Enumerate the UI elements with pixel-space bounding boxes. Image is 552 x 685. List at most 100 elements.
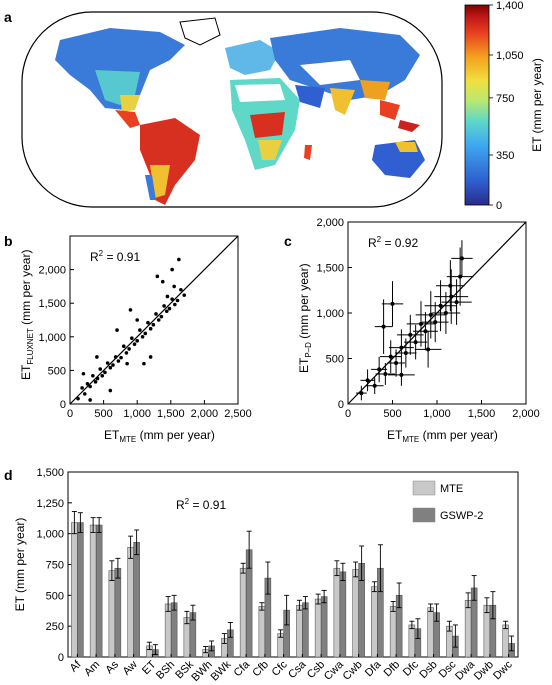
y-tick-label: 750 (46, 560, 64, 572)
x-tick-label: 500 (383, 408, 401, 420)
data-point (381, 324, 386, 329)
data-point (170, 267, 174, 272)
data-point (383, 371, 388, 376)
bar (95, 524, 103, 658)
category-label: Csa (286, 658, 309, 681)
x-tick-label: 1,000 (423, 408, 451, 420)
x-tick-label: 2,000 (191, 408, 219, 420)
data-point (98, 367, 103, 371)
data-point (164, 309, 169, 314)
bar (170, 602, 178, 658)
y-tick-label: 1,500 (36, 467, 64, 479)
bar (296, 604, 303, 658)
data-point (154, 312, 158, 316)
data-point (408, 332, 413, 337)
category-label: As (103, 658, 121, 676)
y-tick-label: 2,000 (38, 265, 66, 277)
bar (371, 586, 378, 658)
x-tick-label: 1,500 (468, 408, 496, 420)
data-point (160, 279, 165, 284)
category-label: Cfb (250, 659, 271, 680)
category-label: BSh (154, 659, 177, 682)
scatter-chart-b: 0 500 1,000 1,500 2,000 2,500 0 500 1,000 1,500 2,… (19, 235, 252, 444)
y-axis-label: ETFLUXNET (mm per year) (19, 250, 35, 380)
y-tick-label: 500 (46, 590, 64, 602)
data-point (142, 361, 146, 366)
data-point (359, 391, 364, 396)
data-point (76, 396, 80, 401)
data-point (175, 298, 180, 303)
data-point (105, 361, 110, 365)
data-point (365, 378, 370, 383)
colorbar-tick-label: 750 (496, 93, 514, 105)
category-label: Cfc (270, 658, 291, 679)
data-point (418, 321, 423, 326)
bar (389, 606, 397, 658)
colorbar-tick-label: 350 (496, 150, 514, 162)
data-point (119, 355, 123, 360)
y-tick-label: 0 (338, 399, 344, 411)
colorbar-tick-label: 1,400 (496, 0, 524, 12)
data-point (454, 300, 459, 305)
data-point (95, 355, 99, 359)
y-tick-label: 1,000 (36, 529, 64, 541)
data-point (85, 382, 90, 386)
bar (77, 522, 84, 658)
data-point (81, 371, 86, 376)
data-point (388, 354, 393, 359)
data-point (390, 301, 395, 306)
y-tick-label: 1,500 (316, 263, 344, 275)
r-squared-annotation: R2 = 0.91 (90, 249, 140, 264)
bar (427, 607, 434, 658)
category-label: Dwb (472, 659, 496, 683)
data-point (116, 359, 121, 363)
r-squared-annotation: R2 = 0.91 (176, 497, 226, 512)
bar (352, 569, 359, 658)
data-point (148, 326, 153, 331)
bar (464, 600, 472, 658)
y-axis-label: ETP–D (mm per year) (297, 263, 313, 373)
bar (258, 606, 266, 658)
data-point (458, 274, 463, 279)
y-tick-label: 0 (58, 652, 64, 664)
data-point (159, 314, 164, 319)
data-point (148, 355, 153, 359)
data-point (135, 339, 139, 343)
data-point (135, 318, 139, 322)
data-point (173, 302, 177, 307)
y-axis-label: ET (mm per year) (13, 518, 27, 612)
bar (333, 567, 341, 658)
legend-swatch (412, 480, 436, 496)
data-point (167, 306, 172, 311)
data-point (146, 320, 150, 325)
category-label: Am (82, 659, 102, 679)
bar (239, 567, 247, 658)
y-tick-label: 1,000 (38, 332, 66, 344)
x-axis-label: ETMTE (mm per year) (387, 428, 498, 444)
data-point (377, 367, 382, 372)
data-point (151, 322, 156, 327)
bar (89, 524, 97, 658)
colorbar: 1,400 1,050 750 350 0 ET (mm per year) (464, 0, 544, 212)
data-point (127, 347, 131, 351)
data-point (438, 303, 443, 308)
y-tick-label: 500 (326, 354, 344, 366)
y-tick-label: 2,000 (316, 217, 344, 229)
x-tick-label: 0 (345, 408, 351, 420)
map-frame (21, 11, 443, 208)
y-tick-label: 500 (48, 365, 66, 377)
y-tick-label: 1,250 (36, 498, 64, 510)
colorbar-tick-label: 0 (496, 200, 502, 212)
y-tick-label: 1,500 (38, 298, 66, 310)
data-point (95, 376, 100, 381)
data-point (448, 283, 453, 288)
bar (133, 542, 140, 658)
data-point (426, 347, 431, 352)
data-point (394, 361, 399, 366)
data-point (155, 274, 160, 279)
data-point (138, 328, 142, 332)
bar (302, 602, 309, 658)
x-tick-label: 2,500 (224, 408, 252, 420)
data-point (80, 386, 84, 390)
